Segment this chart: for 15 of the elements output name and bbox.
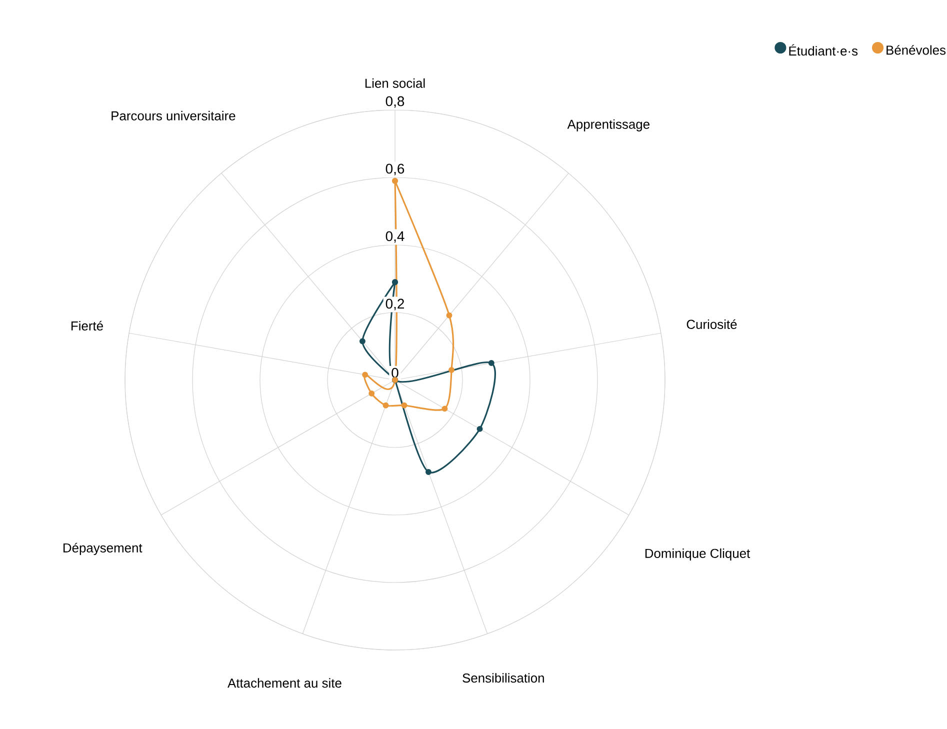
- spoke-label: Apprentissage: [567, 119, 650, 132]
- spoke-label: Dépaysement: [64, 542, 142, 556]
- legend-label: Étudiant·e·s: [789, 44, 858, 56]
- spoke-label: Parcours universitaire: [112, 110, 236, 120]
- spoke-label: Fierté: [71, 320, 103, 331]
- spoke-label: Lien social: [365, 78, 425, 88]
- y-tick-label: 0,2: [386, 298, 404, 310]
- legend-label: Bénévoles: [886, 45, 946, 55]
- spoke-label: Attachement au site: [228, 678, 342, 688]
- y-tick-label: 0,8: [386, 96, 404, 108]
- spoke-label: Curiosité: [686, 319, 737, 329]
- y-tick-label: 0,4: [386, 231, 404, 243]
- spoke-label: Sensibilisation: [462, 673, 544, 683]
- y-tick-label: 0,6: [386, 164, 404, 176]
- spoke-label: Dominique Cliquet: [645, 548, 750, 561]
